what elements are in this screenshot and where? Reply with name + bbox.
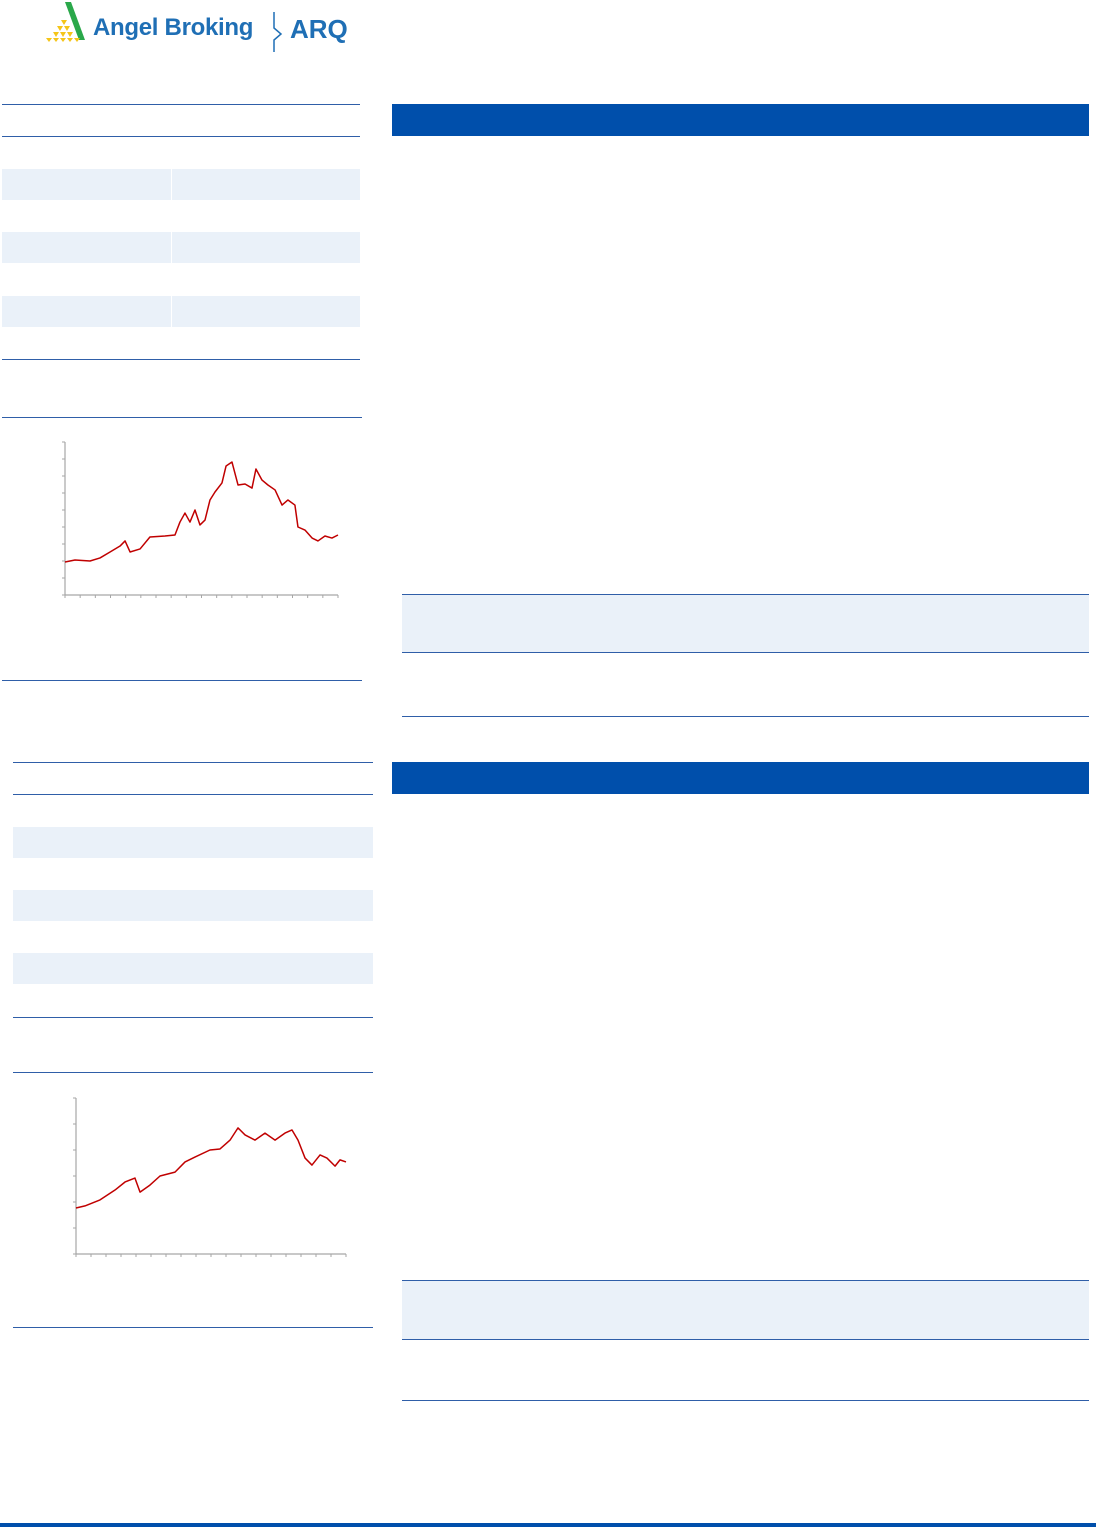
section-header-bar (392, 104, 1089, 136)
rule (2, 359, 360, 360)
section-header-bar (392, 762, 1089, 794)
table-row (2, 232, 360, 263)
rule (13, 1072, 373, 1073)
rule (402, 652, 1089, 653)
rule (2, 680, 362, 681)
price-line (64, 461, 339, 563)
logo-pyramid-icon (46, 2, 85, 42)
price-line (75, 1127, 347, 1209)
table-row (2, 296, 360, 327)
rule (13, 1017, 373, 1018)
table-row (13, 953, 373, 984)
table-row (402, 1281, 1089, 1339)
rule (2, 136, 360, 137)
rule (402, 1280, 1089, 1281)
rule (402, 594, 1089, 595)
table-row (13, 890, 373, 921)
rule (13, 762, 373, 763)
divider (171, 232, 172, 263)
logo-divider-icon (273, 12, 283, 52)
logo-arq-text: ARQ (290, 14, 348, 44)
divider (171, 169, 172, 200)
stock-price-chart-2 (73, 1097, 347, 1257)
rule (402, 1339, 1089, 1340)
logo: Angel Broking ARQ (40, 0, 380, 55)
stock-price-chart-1 (62, 441, 339, 598)
rule (13, 794, 373, 795)
rule (13, 1327, 373, 1328)
footer-rule (0, 1523, 1096, 1527)
rule (402, 1400, 1089, 1401)
table-row (13, 827, 373, 858)
divider (171, 296, 172, 327)
table-row (402, 595, 1089, 652)
rule (2, 417, 362, 418)
rule (2, 104, 360, 105)
logo-brand-text: Angel Broking (93, 14, 254, 41)
table-row (2, 169, 360, 200)
rule (402, 716, 1089, 717)
